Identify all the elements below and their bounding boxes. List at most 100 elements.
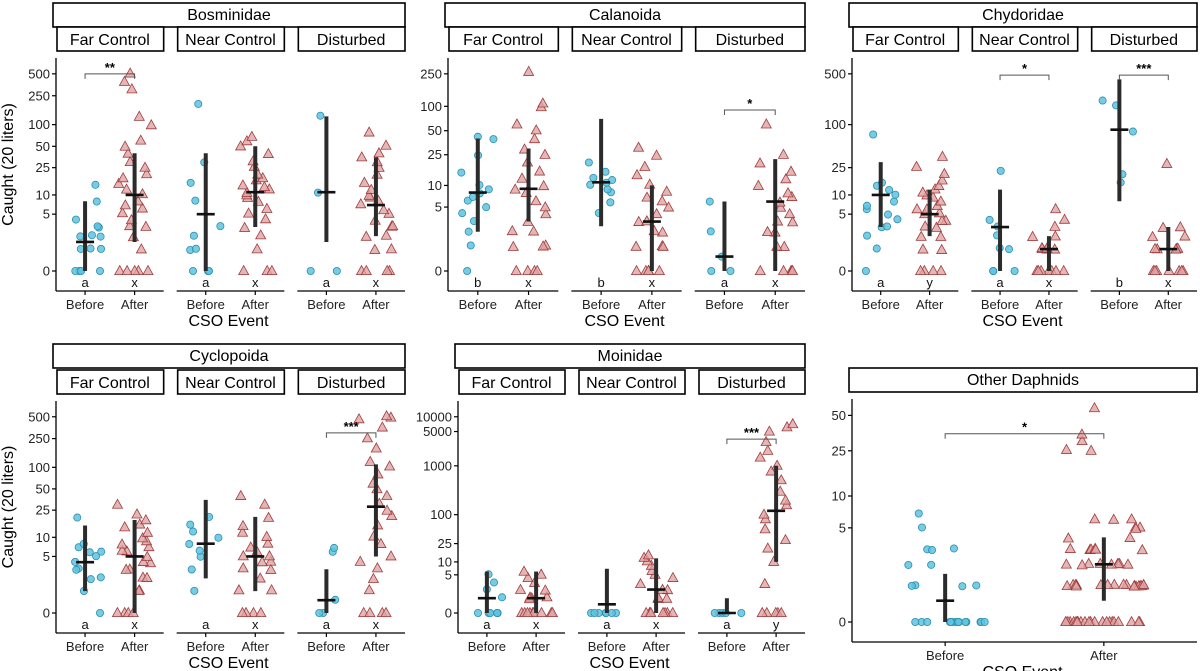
- point-after: [765, 465, 777, 476]
- point-after: [1136, 543, 1148, 555]
- point-after: [367, 572, 380, 583]
- point-before: [195, 546, 204, 555]
- point-after: [381, 264, 393, 276]
- point-before: [586, 180, 595, 189]
- y-tick-label: 25: [36, 160, 50, 175]
- point-after: [114, 264, 126, 276]
- point-after: [245, 541, 257, 552]
- x-axis-title: CSO Event: [982, 664, 1063, 671]
- group-letter: x: [252, 617, 259, 632]
- point-after: [261, 202, 273, 213]
- point-after: [363, 126, 375, 137]
- point-after: [522, 264, 534, 276]
- panel-bosminidae: Bosminidae 0 5 10 25 50 100 250 500 Caught (20 li…: [0, 2, 406, 330]
- point-after: [777, 148, 790, 159]
- point-after: [354, 555, 366, 566]
- y-tick-label: 5000: [423, 424, 452, 439]
- point-after: [360, 230, 372, 241]
- point-after: [255, 229, 267, 240]
- point-after: [777, 264, 790, 276]
- y-axis-title: Caught (20 liters): [0, 446, 17, 569]
- point-after: [935, 230, 947, 241]
- point-after: [369, 243, 381, 254]
- point-after: [775, 473, 787, 485]
- x-tick-label: Before: [187, 297, 225, 312]
- y-tick-label: 10: [428, 178, 442, 193]
- y-tick-label: 25: [36, 503, 50, 518]
- point-after: [1089, 543, 1102, 554]
- point-after: [381, 504, 393, 515]
- y-tick-label: 5: [435, 200, 442, 215]
- point-after: [653, 264, 666, 276]
- point-before: [498, 593, 507, 602]
- point-after: [527, 225, 540, 236]
- point-before: [885, 186, 894, 195]
- y-tick-label: 500: [28, 66, 50, 81]
- y-tick-label: 50: [428, 123, 442, 138]
- point-after: [535, 606, 548, 617]
- point-after: [140, 167, 153, 179]
- group-letter: x: [772, 275, 779, 290]
- site-far-control: Far Control a Before x After **: [56, 26, 165, 312]
- point-after: [1076, 434, 1088, 446]
- point-after: [262, 537, 274, 548]
- point-after: [759, 577, 771, 588]
- group-letter: a: [721, 275, 729, 290]
- point-after: [522, 571, 534, 583]
- point-after: [657, 606, 669, 617]
- site-disturbed: Disturbed a Before x After *: [694, 26, 806, 312]
- point-before: [972, 581, 981, 590]
- point-after: [383, 460, 396, 471]
- significance-bracket: [325, 432, 377, 438]
- point-after: [259, 212, 272, 224]
- point-after: [140, 513, 152, 525]
- point-after: [233, 584, 245, 595]
- point-after: [363, 189, 375, 200]
- point-after: [914, 264, 927, 276]
- point-before: [883, 210, 892, 219]
- point-after: [238, 221, 251, 232]
- x-tick-label: After: [1155, 297, 1183, 312]
- point-after: [645, 606, 657, 617]
- point-after: [143, 540, 155, 552]
- point-before: [590, 609, 599, 618]
- point-after: [1061, 579, 1073, 591]
- x-tick-label: Before: [307, 297, 345, 312]
- point-after: [363, 583, 375, 595]
- site-strip: [578, 369, 686, 395]
- significance-bracket: [999, 74, 1050, 81]
- group-letter: x: [649, 275, 656, 290]
- point-after: [661, 592, 673, 603]
- y-tick-label: 10: [438, 554, 452, 569]
- point-after: [247, 606, 260, 617]
- point-after: [911, 202, 923, 214]
- y-tick-label: 0: [839, 264, 846, 279]
- x-tick-label: Before: [66, 297, 104, 312]
- site-far-control: Far Control a Before x After: [56, 369, 165, 654]
- point-after: [1122, 558, 1134, 569]
- site-strip: [176, 26, 286, 52]
- point-after: [535, 568, 547, 579]
- point-after: [656, 195, 668, 206]
- point-after: [123, 219, 136, 231]
- site-near-control: Near Control a Before x After: [176, 369, 286, 654]
- point-before: [949, 544, 958, 553]
- x-tick-label: After: [638, 297, 666, 312]
- y-axis-title: Caught (20 liters): [0, 103, 17, 226]
- x-axis-title: CSO Event: [584, 313, 665, 330]
- point-after: [537, 97, 549, 108]
- group-letter: b: [598, 275, 605, 290]
- point-before: [1128, 127, 1137, 136]
- point-after: [786, 264, 799, 276]
- point-after: [530, 124, 542, 135]
- site-strip: [852, 26, 960, 52]
- point-before: [96, 266, 105, 275]
- point-after: [935, 243, 948, 254]
- y-tick-label: 5: [839, 520, 846, 535]
- point-after: [262, 511, 275, 522]
- point-after: [385, 550, 397, 561]
- significance-bracket: [944, 433, 1105, 439]
- y-tick-label: 100: [824, 117, 846, 132]
- x-tick-label: Before: [862, 297, 900, 312]
